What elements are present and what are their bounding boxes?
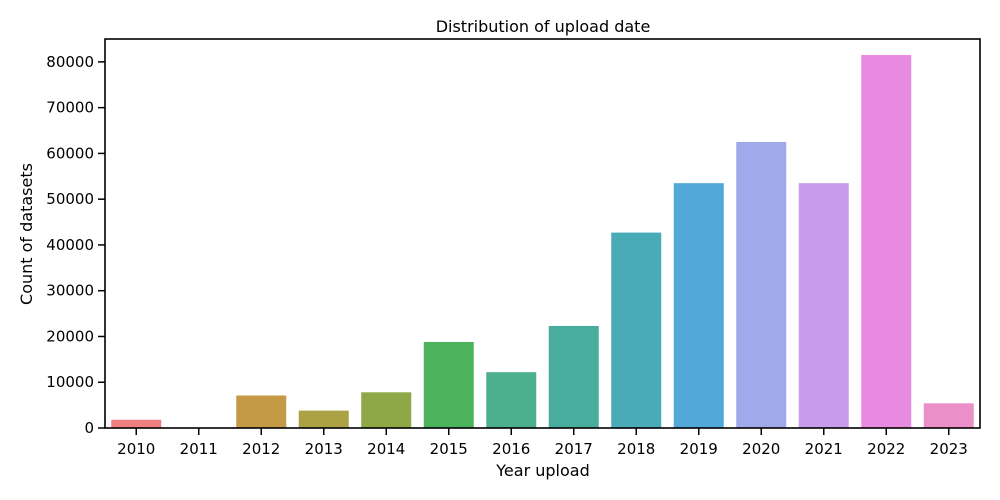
bar-2010 bbox=[111, 419, 162, 428]
x-tick-label: 2016 bbox=[492, 440, 530, 458]
bar-2022 bbox=[861, 55, 912, 429]
y-tick-label: 70000 bbox=[46, 99, 94, 117]
bar-2020 bbox=[736, 141, 787, 428]
x-tick-label: 2020 bbox=[742, 440, 780, 458]
bar-2015 bbox=[423, 341, 474, 428]
bar-2013 bbox=[298, 410, 349, 428]
x-tick-label: 2021 bbox=[805, 440, 843, 458]
bar-2021 bbox=[798, 183, 849, 428]
chart-title: Distribution of upload date bbox=[436, 17, 651, 36]
y-tick-label: 10000 bbox=[46, 373, 94, 391]
y-tick-label: 30000 bbox=[46, 282, 94, 300]
x-tick-label: 2023 bbox=[930, 440, 968, 458]
bar-2023 bbox=[923, 403, 974, 428]
x-tick-label: 2010 bbox=[117, 440, 155, 458]
bar-2014 bbox=[361, 392, 412, 428]
x-axis: 2010 2011 2012 2013 2014 2015 2016 2017 2018 2019… bbox=[117, 428, 968, 458]
x-tick-label: 2011 bbox=[180, 440, 218, 458]
y-tick-label: 40000 bbox=[46, 236, 94, 254]
x-axis-label: Year upload bbox=[495, 461, 589, 480]
y-axis: 0 10000 20000 30000 40000 50000 60000 70000 8000… bbox=[46, 53, 105, 437]
x-tick-label: 2022 bbox=[867, 440, 905, 458]
y-tick-label: 20000 bbox=[46, 327, 94, 345]
y-tick-label: 60000 bbox=[46, 144, 94, 162]
bar-2017 bbox=[548, 325, 599, 428]
x-tick-label: 2018 bbox=[617, 440, 655, 458]
x-tick-label: 2012 bbox=[242, 440, 280, 458]
x-tick-label: 2014 bbox=[367, 440, 405, 458]
bar-2016 bbox=[486, 372, 537, 428]
bar-2019 bbox=[673, 183, 724, 428]
x-tick-label: 2013 bbox=[305, 440, 343, 458]
y-tick-label: 50000 bbox=[46, 190, 94, 208]
x-tick-label: 2017 bbox=[555, 440, 593, 458]
x-tick-label: 2015 bbox=[430, 440, 468, 458]
y-axis-label: Count of datasets bbox=[17, 163, 36, 305]
bar-2012 bbox=[236, 395, 287, 428]
bars bbox=[111, 55, 974, 429]
plot-frame bbox=[104, 38, 981, 429]
y-tick-label: 80000 bbox=[46, 53, 94, 71]
x-tick-label: 2019 bbox=[680, 440, 718, 458]
bar-2018 bbox=[611, 232, 662, 428]
y-tick-label: 0 bbox=[84, 419, 94, 437]
